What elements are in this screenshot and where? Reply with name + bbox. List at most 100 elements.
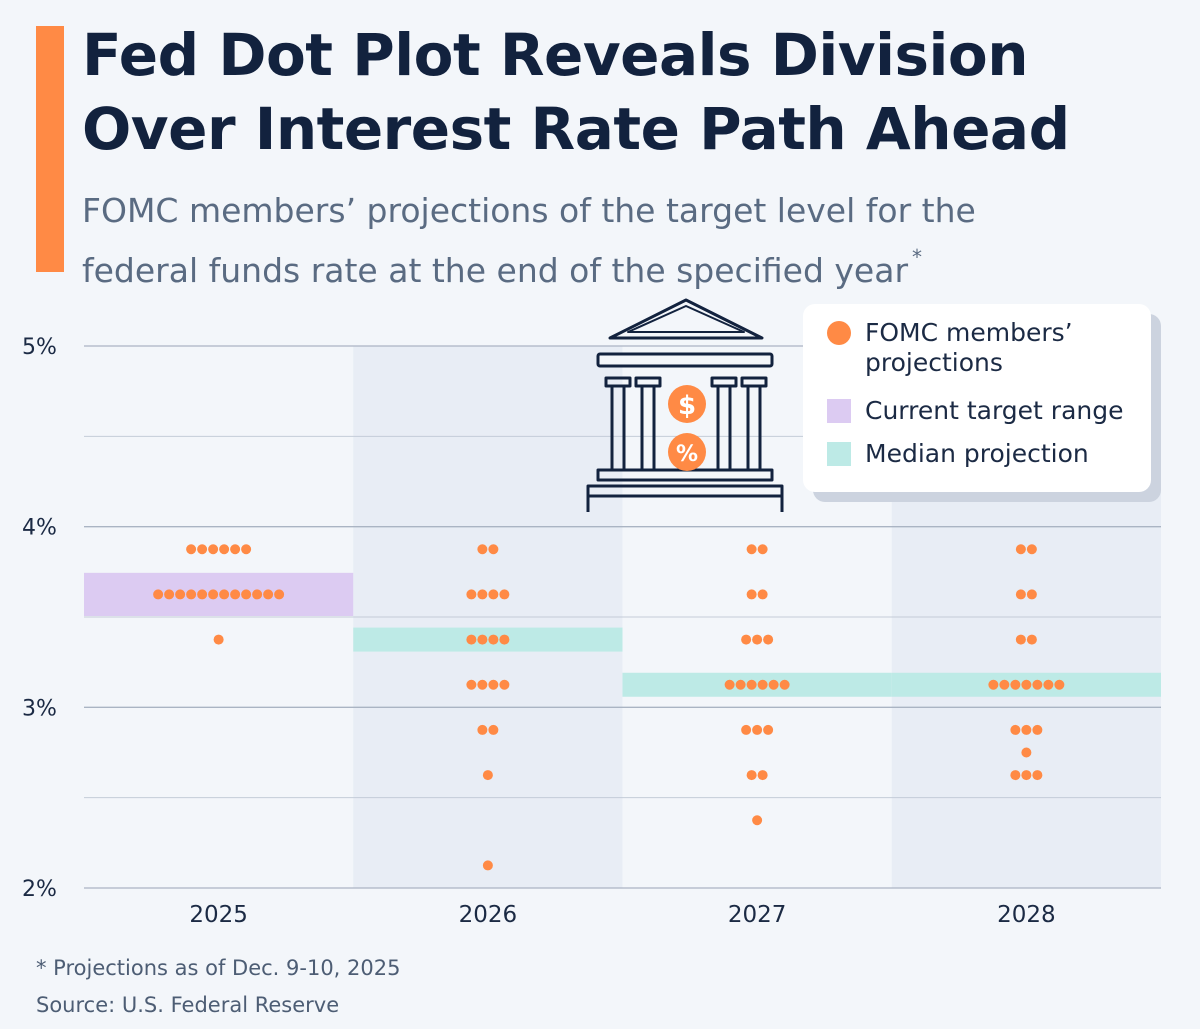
projection-dot [757, 679, 768, 690]
projection-dot [230, 589, 241, 600]
projection-dot [482, 770, 493, 781]
projection-dot [213, 634, 224, 645]
y-tick-label: 3% [22, 696, 57, 721]
projection-dot [499, 679, 510, 690]
svg-text:$: $ [678, 391, 696, 421]
projection-dot [477, 724, 488, 735]
projection-dot [741, 724, 752, 735]
percent-icon: % [668, 433, 706, 471]
projection-dot [1026, 544, 1037, 555]
x-tick-label: 2026 [459, 902, 518, 928]
projection-dot [757, 770, 768, 781]
legend-item-median: Median projection [827, 439, 1089, 469]
chart-title: Fed Dot Plot Reveals Division Over Inter… [82, 21, 1070, 163]
projection-dot [763, 724, 774, 735]
projection-dot [746, 589, 757, 600]
projection-dot [1054, 679, 1065, 690]
projection-dot [208, 544, 219, 555]
projection-dot [1010, 724, 1021, 735]
median-bar-2026 [353, 627, 623, 652]
projection-dot [488, 679, 499, 690]
projection-dot [1021, 679, 1032, 690]
x-axis-ticks: 2025 2026 2027 2028 [189, 902, 1055, 928]
x-tick-label: 2028 [997, 902, 1056, 928]
projection-dot [499, 589, 510, 600]
projection-dot [241, 589, 252, 600]
projection-dot [1043, 679, 1054, 690]
projection-dot [1010, 770, 1021, 781]
projection-dot [477, 544, 488, 555]
dollar-icon: $ [668, 385, 706, 423]
projection-dot [1010, 679, 1021, 690]
projection-dot [274, 589, 285, 600]
chart-subtitle: FOMC members’ projections of the target … [82, 188, 1082, 294]
projection-dot [1015, 589, 1026, 600]
median-bar-2027 [622, 672, 892, 697]
bank-building-icon: $ % [586, 298, 784, 512]
current-target-range-bar [84, 572, 354, 616]
legend-label-median: Median projection [865, 439, 1089, 468]
legend-label-current-range: Current target range [865, 396, 1124, 425]
projection-dot [999, 679, 1010, 690]
projection-dot [768, 679, 779, 690]
projection-dot [757, 544, 768, 555]
projection-dot [219, 589, 230, 600]
projection-dot [1026, 589, 1037, 600]
legend-dot-swatch [827, 321, 851, 345]
projection-dot [197, 589, 208, 600]
projection-dot [186, 544, 197, 555]
x-tick-label: 2025 [189, 902, 248, 928]
projection-dot [988, 679, 999, 690]
projection-dot [741, 634, 752, 645]
projection-dot [1015, 544, 1026, 555]
projection-dot [466, 589, 477, 600]
projection-dot [241, 544, 252, 555]
projection-dot [208, 589, 219, 600]
projection-dot [477, 634, 488, 645]
accent-bar [36, 26, 64, 272]
subtitle-text: FOMC members’ projections of the target … [82, 191, 976, 290]
y-tick-label: 2% [22, 877, 57, 902]
projection-dot [746, 679, 757, 690]
projection-dot [488, 634, 499, 645]
projection-dot [466, 679, 477, 690]
projection-dot [779, 679, 790, 690]
y-tick-label: 4% [22, 516, 57, 541]
y-tick-label: 5% [22, 335, 57, 360]
projection-dot [186, 589, 197, 600]
projection-dot [746, 544, 757, 555]
projection-dot [752, 815, 763, 826]
projection-dot [1026, 634, 1037, 645]
projection-dot [1032, 724, 1043, 735]
chart-legend: FOMC members’ projections Current target… [803, 304, 1151, 492]
projection-dot [477, 589, 488, 600]
y-axis-ticks: 2% 3% 4% 5% [22, 335, 57, 902]
projection-dot [197, 544, 208, 555]
projection-dot [499, 634, 510, 645]
projection-dot [735, 679, 746, 690]
projection-dot [752, 724, 763, 735]
subtitle-asterisk: * [912, 245, 923, 269]
projection-dot [1015, 634, 1026, 645]
legend-item-current-range: Current target range [827, 396, 1124, 426]
projection-dot [219, 544, 230, 555]
projection-dot [482, 860, 493, 871]
svg-text:%: % [676, 442, 698, 467]
projection-dot [746, 770, 757, 781]
projection-dots [153, 544, 1065, 871]
projection-dot [252, 589, 263, 600]
projection-dot [724, 679, 735, 690]
source-note: Source: U.S. Federal Reserve [36, 993, 340, 1017]
projection-dot [1032, 679, 1043, 690]
projection-dot [153, 589, 164, 600]
x-tick-label: 2027 [728, 902, 787, 928]
projection-dot [1021, 724, 1032, 735]
footnote: * Projections as of Dec. 9-10, 2025 [36, 956, 401, 980]
projection-dot [757, 589, 768, 600]
projection-dot [164, 589, 175, 600]
projection-dot [263, 589, 274, 600]
legend-teal-swatch [827, 442, 851, 466]
projection-dot [752, 634, 763, 645]
range-bars [84, 572, 1161, 697]
projection-dot [230, 544, 241, 555]
